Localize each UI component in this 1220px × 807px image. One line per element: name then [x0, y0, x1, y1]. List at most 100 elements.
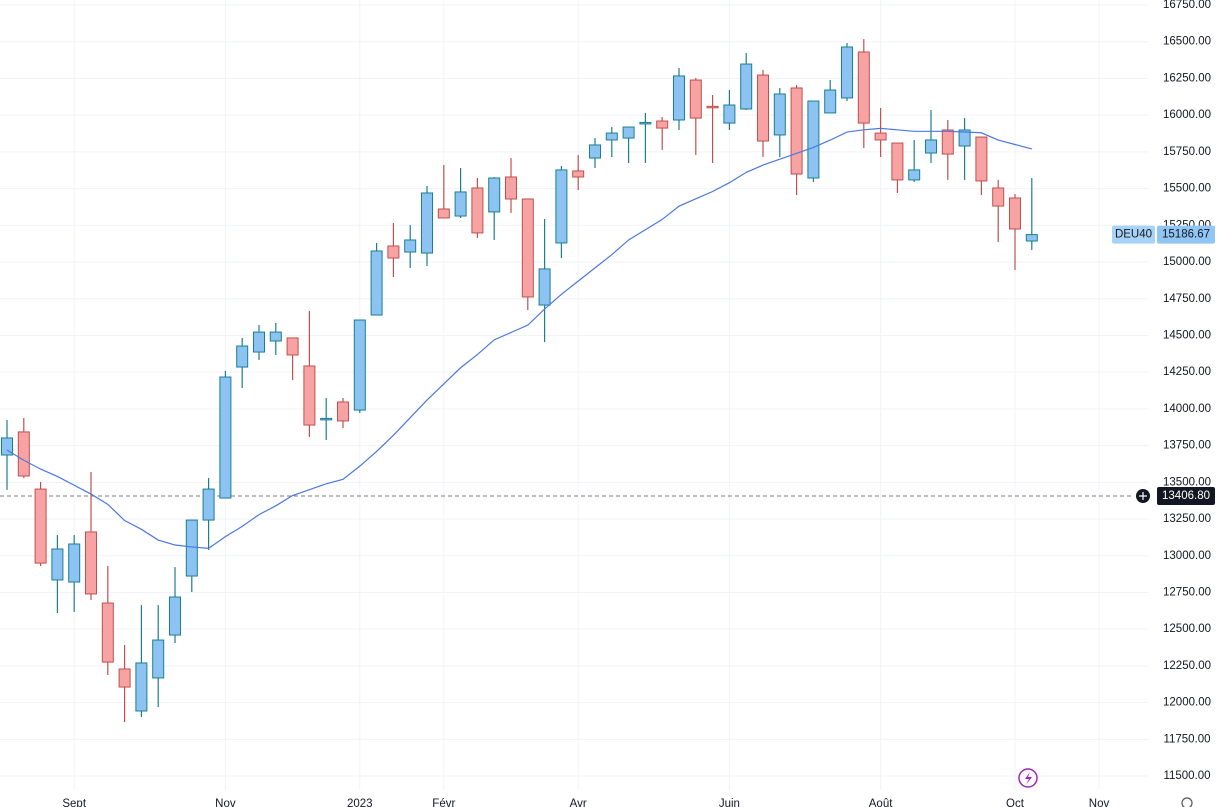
- y-tick-label: 16000.00: [1163, 109, 1211, 121]
- crosshair-plus: [1139, 492, 1147, 501]
- y-tick-label: 14000.00: [1163, 403, 1211, 415]
- candle-body: [17, 431, 30, 477]
- candle-body: [253, 331, 265, 353]
- candle-body: [169, 596, 181, 636]
- candle-body: [202, 488, 215, 521]
- x-tick-label: Juin: [719, 798, 740, 807]
- candle-body: [757, 74, 769, 142]
- candle-body: [118, 668, 131, 688]
- last-price-badge: [1157, 225, 1215, 244]
- candle-body: [85, 531, 97, 595]
- y-tick-label: 16750.00: [1163, 0, 1211, 11]
- last-price-label: 15186.67: [1162, 229, 1210, 241]
- candle-body: [303, 365, 316, 426]
- x-tick-label: Sept: [62, 798, 86, 807]
- candle-body: [790, 87, 803, 175]
- candle-body: [1025, 234, 1038, 242]
- candle-body: [353, 319, 366, 411]
- y-tick-label: 15000.00: [1163, 256, 1211, 268]
- x-tick-label: Nov: [1089, 798, 1110, 807]
- candle-body: [572, 170, 585, 178]
- symbol-label: DEU40: [1115, 229, 1152, 241]
- alert-bolt: [1025, 772, 1032, 785]
- candle-body: [891, 142, 904, 181]
- x-tick-label: Nov: [215, 798, 236, 807]
- symbol-badge: [1112, 225, 1155, 244]
- candle-body: [437, 208, 450, 219]
- candle-body: [639, 121, 652, 125]
- candle-body: [740, 63, 753, 110]
- candle-body: [824, 89, 837, 114]
- candle-body: [992, 187, 1005, 207]
- candle-body: [320, 417, 333, 421]
- candle-body: [152, 639, 165, 679]
- candle-body: [958, 129, 971, 147]
- candle-body: [337, 401, 349, 422]
- candle-body: [1, 437, 13, 456]
- candle-body: [773, 93, 786, 136]
- candle-body: [723, 104, 736, 124]
- candle-body: [538, 268, 551, 306]
- candle-body: [975, 136, 988, 182]
- candle-body: [605, 132, 618, 141]
- candle-body: [656, 120, 669, 129]
- candle-body: [925, 139, 937, 154]
- y-tick-label: 16250.00: [1163, 72, 1211, 84]
- candle-body: [454, 191, 467, 217]
- x-tick-label: Févr: [432, 798, 455, 807]
- hline-label: 13406.80: [1162, 490, 1210, 502]
- y-tick-label: 14750.00: [1163, 293, 1211, 305]
- candle-body: [471, 187, 484, 234]
- grid: [0, 0, 1148, 790]
- y-tick-label: 12750.00: [1163, 586, 1211, 598]
- candle-body: [908, 169, 921, 181]
- candle-body: [807, 100, 820, 179]
- candle-body: [689, 79, 702, 119]
- candle-body: [68, 543, 81, 583]
- x-tick-label: Avr: [570, 798, 587, 807]
- candles: [1, 39, 1038, 723]
- y-tick-label: 12000.00: [1163, 697, 1211, 709]
- candle-body: [34, 488, 47, 564]
- y-tick-label: 16500.00: [1163, 36, 1211, 48]
- moving-average: [6, 127, 1032, 550]
- candle-body: [488, 177, 501, 213]
- y-tick-label: 12500.00: [1163, 623, 1211, 635]
- y-tick-label: 13750.00: [1163, 440, 1211, 452]
- candle-body: [589, 144, 601, 159]
- y-tick-label: 11750.00: [1163, 733, 1210, 745]
- candle-body: [841, 46, 853, 99]
- candle-body: [286, 337, 299, 356]
- y-tick-label: 13250.00: [1163, 513, 1211, 525]
- y-tick-label: 12250.00: [1163, 660, 1211, 672]
- x-tick-label: Août: [869, 798, 893, 807]
- y-tick-label: 15750.00: [1163, 146, 1211, 158]
- candle-body: [421, 192, 433, 254]
- x-tick-label: Oct: [1006, 798, 1025, 807]
- axis-labels: 11500.00 11750.00 12000.00 12250.00 12500.00…: [62, 0, 1215, 807]
- candle-body: [219, 376, 232, 499]
- candle-body: [555, 169, 568, 244]
- y-tick-label: 13500.00: [1163, 476, 1211, 488]
- candle-body: [370, 250, 383, 316]
- y-tick-label: 13000.00: [1163, 550, 1211, 562]
- y-tick-label: 11500.00: [1163, 770, 1210, 782]
- x-tick-label: 2023: [347, 798, 373, 807]
- y-tick-label: 14500.00: [1163, 329, 1211, 341]
- candle-body: [404, 239, 417, 253]
- candle-body: [269, 331, 282, 342]
- candle-body: [51, 548, 64, 581]
- candle-body: [874, 132, 887, 141]
- alert-icon[interactable]: [1018, 768, 1038, 788]
- candle-body: [706, 105, 719, 109]
- settings-icon[interactable]: [1181, 797, 1193, 807]
- y-tick-label: 15500.00: [1163, 183, 1211, 195]
- candle-body: [135, 662, 148, 712]
- candle-body: [387, 245, 400, 259]
- candle-body: [1009, 197, 1021, 230]
- candle-body: [505, 176, 517, 200]
- y-tick-label: 14250.00: [1163, 366, 1211, 378]
- candle-body: [185, 519, 198, 577]
- candle-body: [857, 51, 870, 124]
